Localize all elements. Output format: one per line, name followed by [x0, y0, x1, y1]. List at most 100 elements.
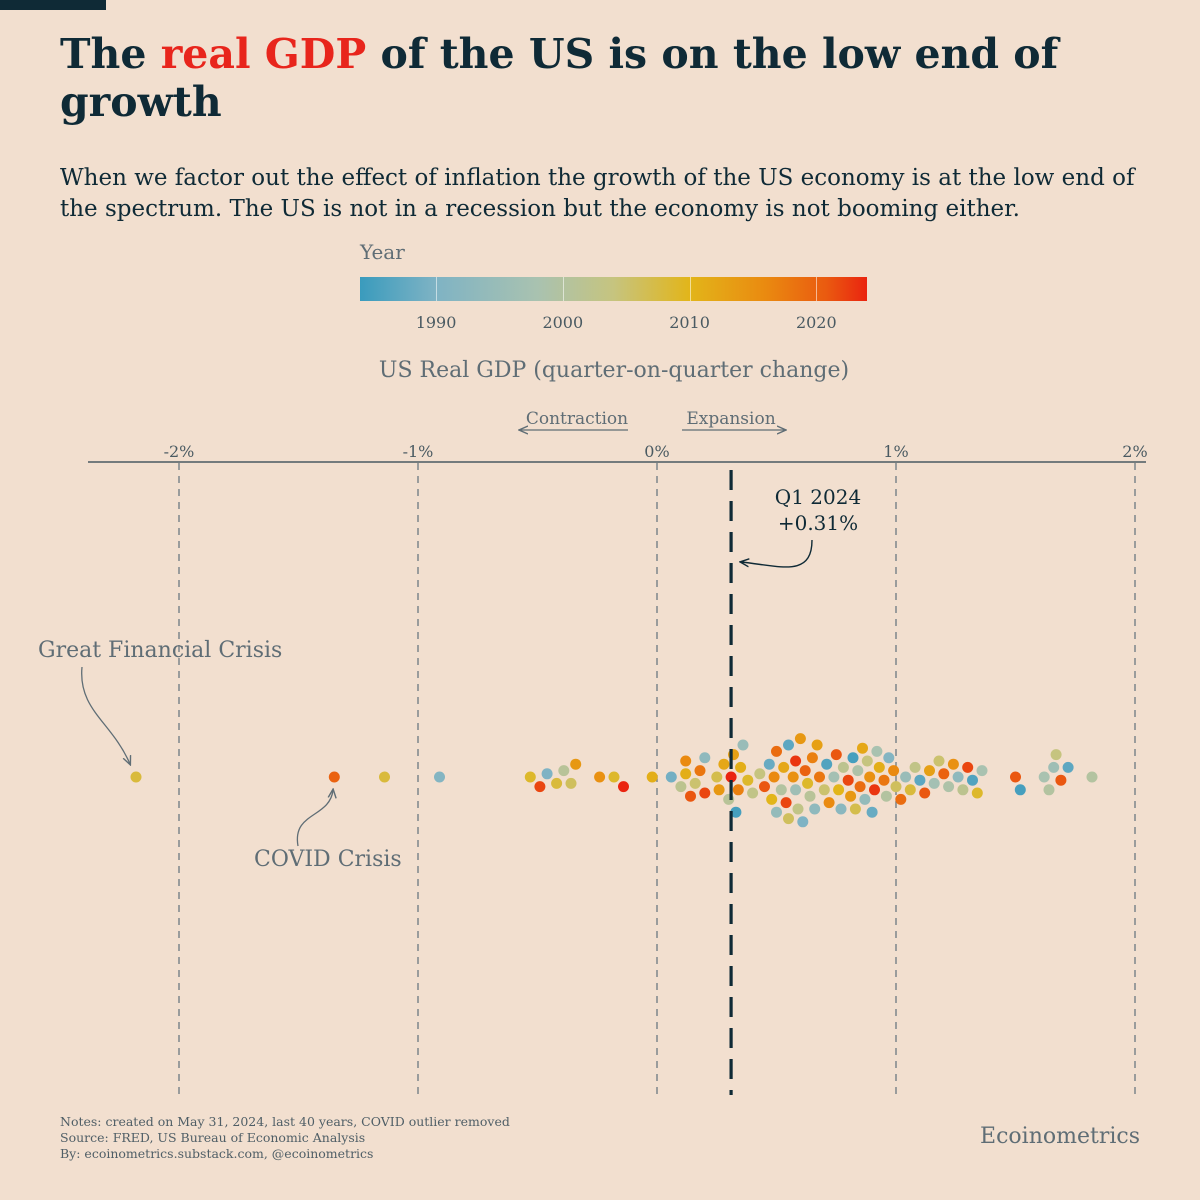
data-point [794, 733, 806, 745]
data-point [849, 803, 861, 815]
data-point [558, 765, 570, 777]
data-point [790, 784, 802, 796]
footer-by-line: By: ecoinometrics.substack.com, @ecoinom… [60, 1146, 374, 1161]
colorbar-tick [562, 277, 564, 301]
data-point [1038, 771, 1050, 783]
x-tick-labels: -2% -1% 0% 1% 2% [164, 442, 1148, 461]
colorbar-tick-label: 2010 [669, 313, 710, 332]
data-point [747, 787, 759, 799]
data-point [570, 758, 582, 770]
q1-2024-value: +0.31% [778, 511, 858, 535]
data-point [909, 761, 921, 773]
data-point [541, 768, 553, 780]
data-point [771, 745, 782, 757]
data-point [783, 739, 794, 751]
data-point [1048, 761, 1060, 773]
colorbar-tick-label: 1990 [415, 313, 457, 332]
colorbar-tick [816, 277, 818, 301]
colorbar-tick [436, 277, 438, 301]
data-point [680, 768, 692, 780]
data-point [895, 793, 907, 805]
x-tick-label: 0% [644, 442, 669, 461]
covid-arrow [296, 790, 333, 847]
data-point [835, 803, 847, 815]
data-point [718, 758, 730, 770]
data-point [763, 758, 775, 770]
data-point [914, 774, 926, 786]
data-point [1055, 774, 1067, 786]
data-point [792, 803, 804, 815]
data-point [434, 771, 445, 783]
page-title: The real GDP of the US is on the low end… [60, 30, 1060, 126]
data-point [694, 765, 706, 777]
data-point [783, 813, 794, 825]
data-point [737, 739, 749, 751]
data-point [797, 816, 809, 828]
data-point [873, 761, 885, 773]
data-point [809, 803, 821, 815]
data-point [711, 771, 723, 783]
data-point [890, 781, 902, 793]
data-point [871, 745, 883, 757]
data-point [130, 771, 142, 783]
data-point [952, 771, 964, 783]
data-point [780, 797, 792, 809]
data-point [594, 771, 606, 783]
data-point [534, 781, 546, 793]
data-point [828, 771, 840, 783]
data-point [888, 765, 900, 777]
contraction-label: Contraction [526, 409, 628, 429]
legend-title: Year [360, 240, 405, 264]
corner-accent-bar [0, 0, 106, 10]
x-tick-label: 2% [1122, 442, 1147, 461]
chart-title: US Real GDP (quarter-on-quarter change) [378, 358, 850, 383]
data-point [608, 771, 620, 783]
title-part-2: of the US is on the low end of growth [60, 30, 1059, 126]
footer-notes: Notes: created on May 31, 2024, last 40 … [60, 1114, 510, 1162]
data-point [699, 752, 711, 764]
data-point [869, 784, 880, 796]
data-point [766, 793, 778, 805]
q1-2024-label: Q1 2024 [775, 485, 861, 509]
footer-notes-line: Notes: created on May 31, 2024, last 40 … [60, 1114, 510, 1129]
data-point [771, 806, 782, 818]
data-points [130, 733, 1098, 828]
data-point [790, 755, 802, 767]
data-point [775, 784, 787, 796]
data-point [821, 758, 833, 770]
colorbar-tick [689, 277, 691, 301]
data-point [699, 787, 711, 799]
data-point [806, 752, 818, 764]
data-point [735, 761, 747, 773]
data-point [732, 784, 744, 796]
footer-source-line: Source: FRED, US Bureau of Economic Anal… [60, 1130, 366, 1145]
data-point [833, 784, 845, 796]
data-point [924, 765, 935, 777]
data-point [1043, 784, 1055, 796]
data-point [1050, 749, 1062, 761]
data-point [754, 768, 766, 780]
data-point [904, 784, 916, 796]
data-point [943, 781, 955, 793]
x-tick-label: 1% [883, 442, 908, 461]
data-point [689, 777, 701, 789]
x-tick-label: -1% [403, 442, 434, 461]
data-point [730, 806, 742, 818]
data-point [878, 774, 890, 786]
data-point [928, 777, 940, 789]
data-point [852, 765, 864, 777]
data-point [646, 771, 658, 783]
data-point [759, 781, 770, 793]
data-point [854, 781, 866, 793]
colorbar-tick-label: 2020 [795, 313, 837, 332]
data-point [880, 790, 892, 802]
data-point [967, 774, 978, 786]
data-point [847, 752, 859, 764]
data-point [933, 755, 945, 767]
data-point [947, 758, 959, 770]
data-point [859, 793, 871, 805]
colorbar-tick-label: 2000 [542, 313, 584, 332]
title-part-1: The [60, 30, 161, 78]
data-point [328, 771, 340, 783]
data-point [768, 771, 780, 783]
